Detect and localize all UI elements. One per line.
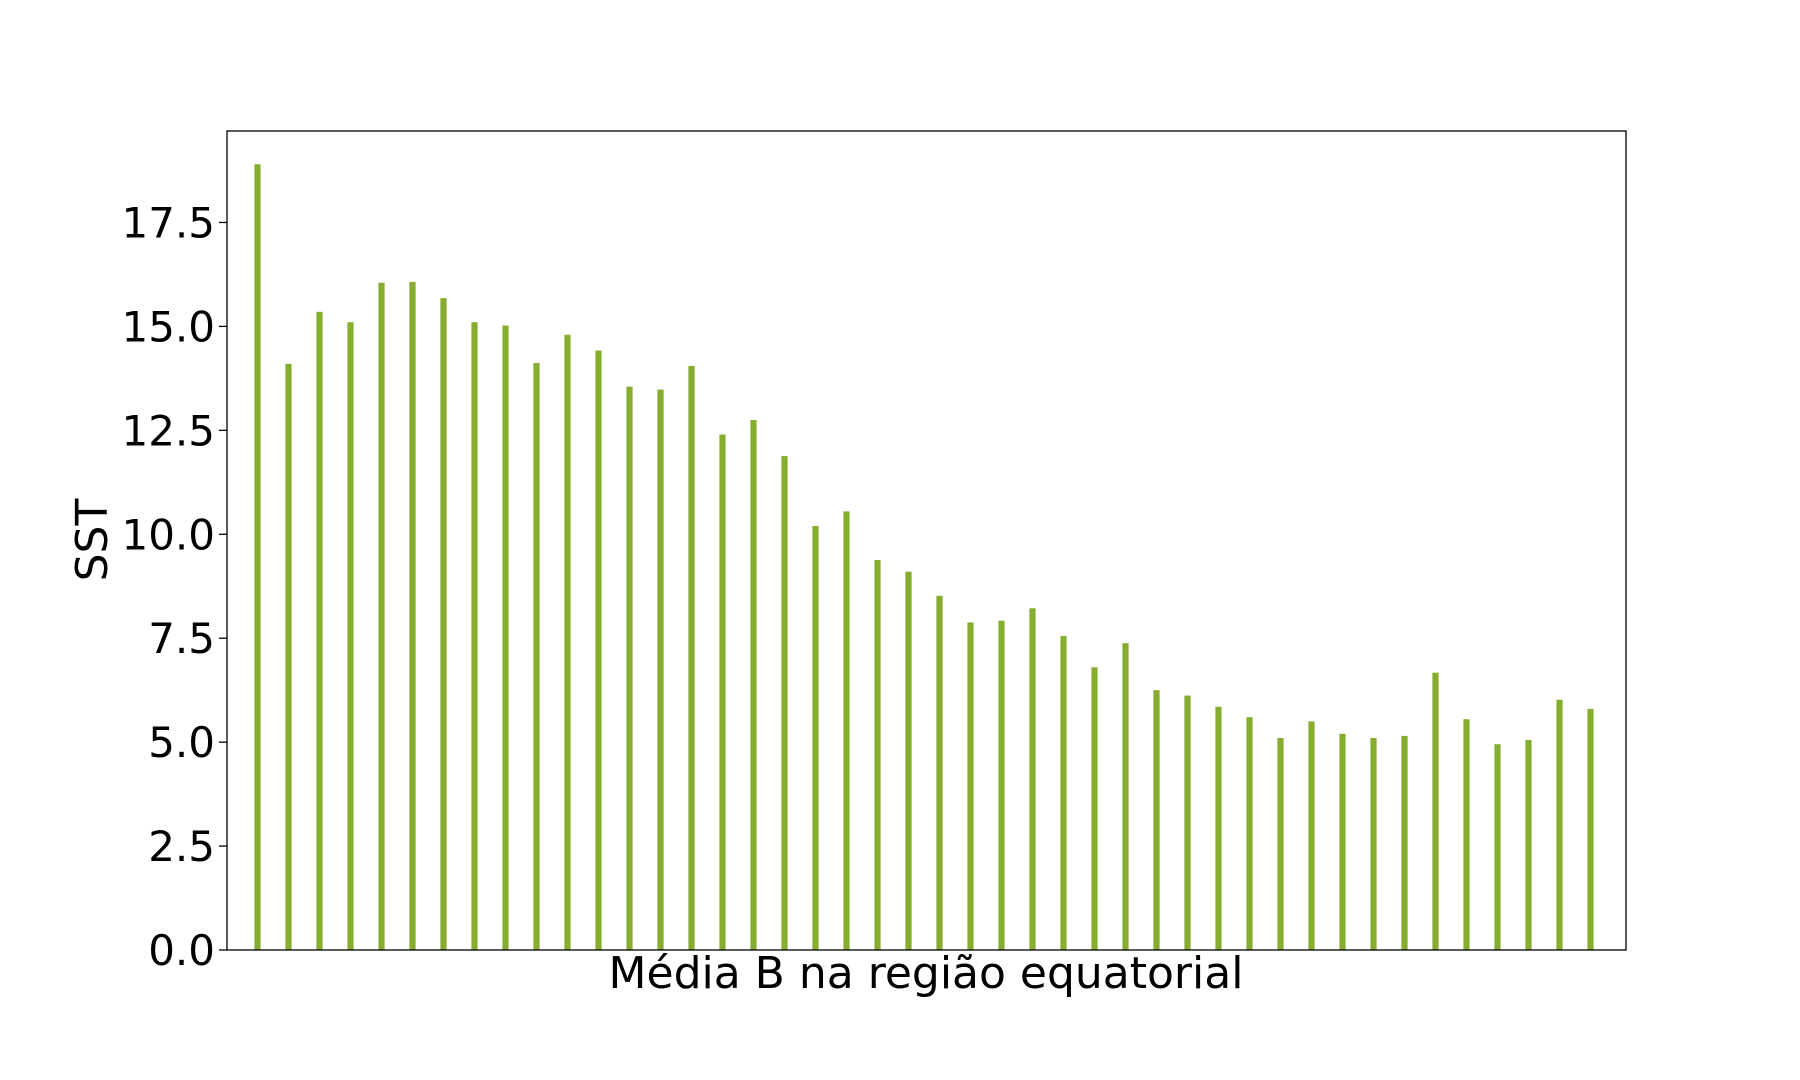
bar — [285, 363, 292, 950]
bar — [533, 362, 540, 951]
bar — [719, 434, 726, 950]
bar — [502, 325, 509, 950]
bar — [316, 311, 323, 951]
bar — [1432, 672, 1439, 950]
y-tick-label: 7.5 — [148, 614, 215, 663]
bar — [1215, 706, 1222, 950]
bar — [254, 164, 261, 950]
y-axis-label: SST — [67, 499, 118, 582]
y-tick-label: 15.0 — [121, 302, 215, 351]
y-tick-label: 5.0 — [148, 718, 215, 767]
bar — [688, 365, 695, 950]
bar — [1277, 737, 1284, 950]
bar — [750, 419, 757, 950]
bar — [595, 350, 602, 950]
bar — [1339, 733, 1346, 950]
bar — [905, 571, 912, 950]
y-axis: 0.0 2.5 5.0 7.5 10.0 12.5 15.0 17.5 — [121, 198, 227, 975]
bar — [1122, 643, 1129, 950]
y-tick-label: 17.5 — [121, 198, 215, 247]
bar — [409, 281, 416, 950]
bar — [347, 322, 354, 950]
bar — [936, 595, 943, 950]
bar — [1525, 740, 1532, 950]
bar — [564, 334, 571, 951]
bar — [1246, 717, 1253, 950]
bar — [1587, 708, 1594, 950]
bar — [657, 389, 664, 951]
bar — [1370, 737, 1377, 950]
bar — [1494, 744, 1501, 950]
bar — [440, 298, 447, 950]
y-tick-label: 12.5 — [121, 406, 215, 455]
bar — [1153, 690, 1160, 950]
plot-frame — [226, 130, 1627, 951]
bar — [378, 282, 385, 950]
bar — [1091, 667, 1098, 950]
bar — [1060, 636, 1067, 950]
y-tick-label: 0.0 — [148, 926, 215, 975]
bar — [967, 622, 974, 950]
bar — [626, 386, 633, 950]
x-axis-label: Média B na região equatorial — [609, 948, 1244, 999]
bar — [1556, 699, 1563, 950]
bar — [471, 322, 478, 950]
bars-layer — [254, 164, 1594, 951]
bar — [1029, 608, 1036, 950]
bar — [1308, 721, 1315, 950]
bar — [874, 560, 881, 950]
bar — [1463, 719, 1470, 950]
bar — [843, 511, 850, 950]
bar — [1184, 695, 1191, 950]
y-tick-label: 2.5 — [148, 822, 215, 871]
bar — [781, 456, 788, 950]
bar — [812, 525, 819, 950]
y-tick-label: 10.0 — [121, 510, 215, 559]
bar — [998, 620, 1005, 950]
bar — [1401, 735, 1408, 950]
